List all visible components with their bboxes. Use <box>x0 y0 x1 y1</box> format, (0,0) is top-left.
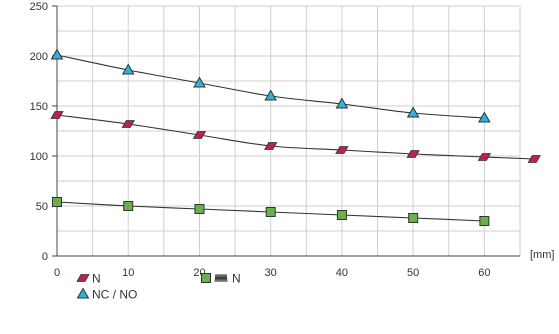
series-3-point <box>194 204 205 214</box>
chart-series <box>50 48 541 226</box>
spring-icon-path <box>214 273 228 283</box>
x-tick-label: 50 <box>407 267 419 279</box>
series-2-point <box>478 111 491 123</box>
x-tick-label: 40 <box>336 267 348 279</box>
series-1-point <box>121 120 135 128</box>
x-tick-label: 60 <box>478 267 490 279</box>
series-3-point <box>408 213 419 223</box>
series-1-point <box>50 111 64 119</box>
series-3-point <box>336 210 347 220</box>
series-1-point <box>477 153 492 161</box>
legend-marker-2 <box>76 287 90 299</box>
series-2-point <box>50 48 64 60</box>
legend-label-3: N <box>232 272 241 286</box>
series-3-point <box>479 216 490 226</box>
y-tick-label: 100 <box>30 151 48 163</box>
series-3-point <box>123 201 134 211</box>
y-tick-label: 250 <box>30 1 48 13</box>
series-1-point <box>335 146 349 154</box>
spring-icon <box>214 273 228 283</box>
series-2-point <box>406 106 420 118</box>
series-2-point <box>264 89 278 101</box>
series-2-point <box>193 76 206 88</box>
series-2-point <box>121 63 135 75</box>
series-1-point <box>264 142 278 150</box>
legend-marker-3 <box>201 273 211 283</box>
series-3-point <box>265 207 276 217</box>
series-2-point <box>335 97 349 109</box>
x-tick-label: 0 <box>54 267 60 279</box>
y-tick-label: 50 <box>36 201 48 213</box>
x-axis-unit-label: [mm] <box>530 249 554 261</box>
legend-marker-1 <box>76 274 90 282</box>
series-line-1 <box>56 114 535 160</box>
y-tick-label: 150 <box>30 101 48 113</box>
y-tick-label: 200 <box>30 51 48 63</box>
series-1-point <box>192 131 207 139</box>
legend-label-1: N <box>92 272 101 286</box>
y-tick-label: 0 <box>42 251 48 263</box>
series-1-point <box>527 155 541 163</box>
chart-legend: N NC / NO N <box>76 272 241 302</box>
legend-label-2: NC / NO <box>92 288 137 302</box>
series-3-point <box>52 197 62 207</box>
chart-grid <box>57 5 521 256</box>
x-tick-label: 30 <box>265 267 277 279</box>
series-1-point <box>406 150 420 158</box>
chart-axes <box>56 6 520 257</box>
x-tick-label: 10 <box>122 267 134 279</box>
